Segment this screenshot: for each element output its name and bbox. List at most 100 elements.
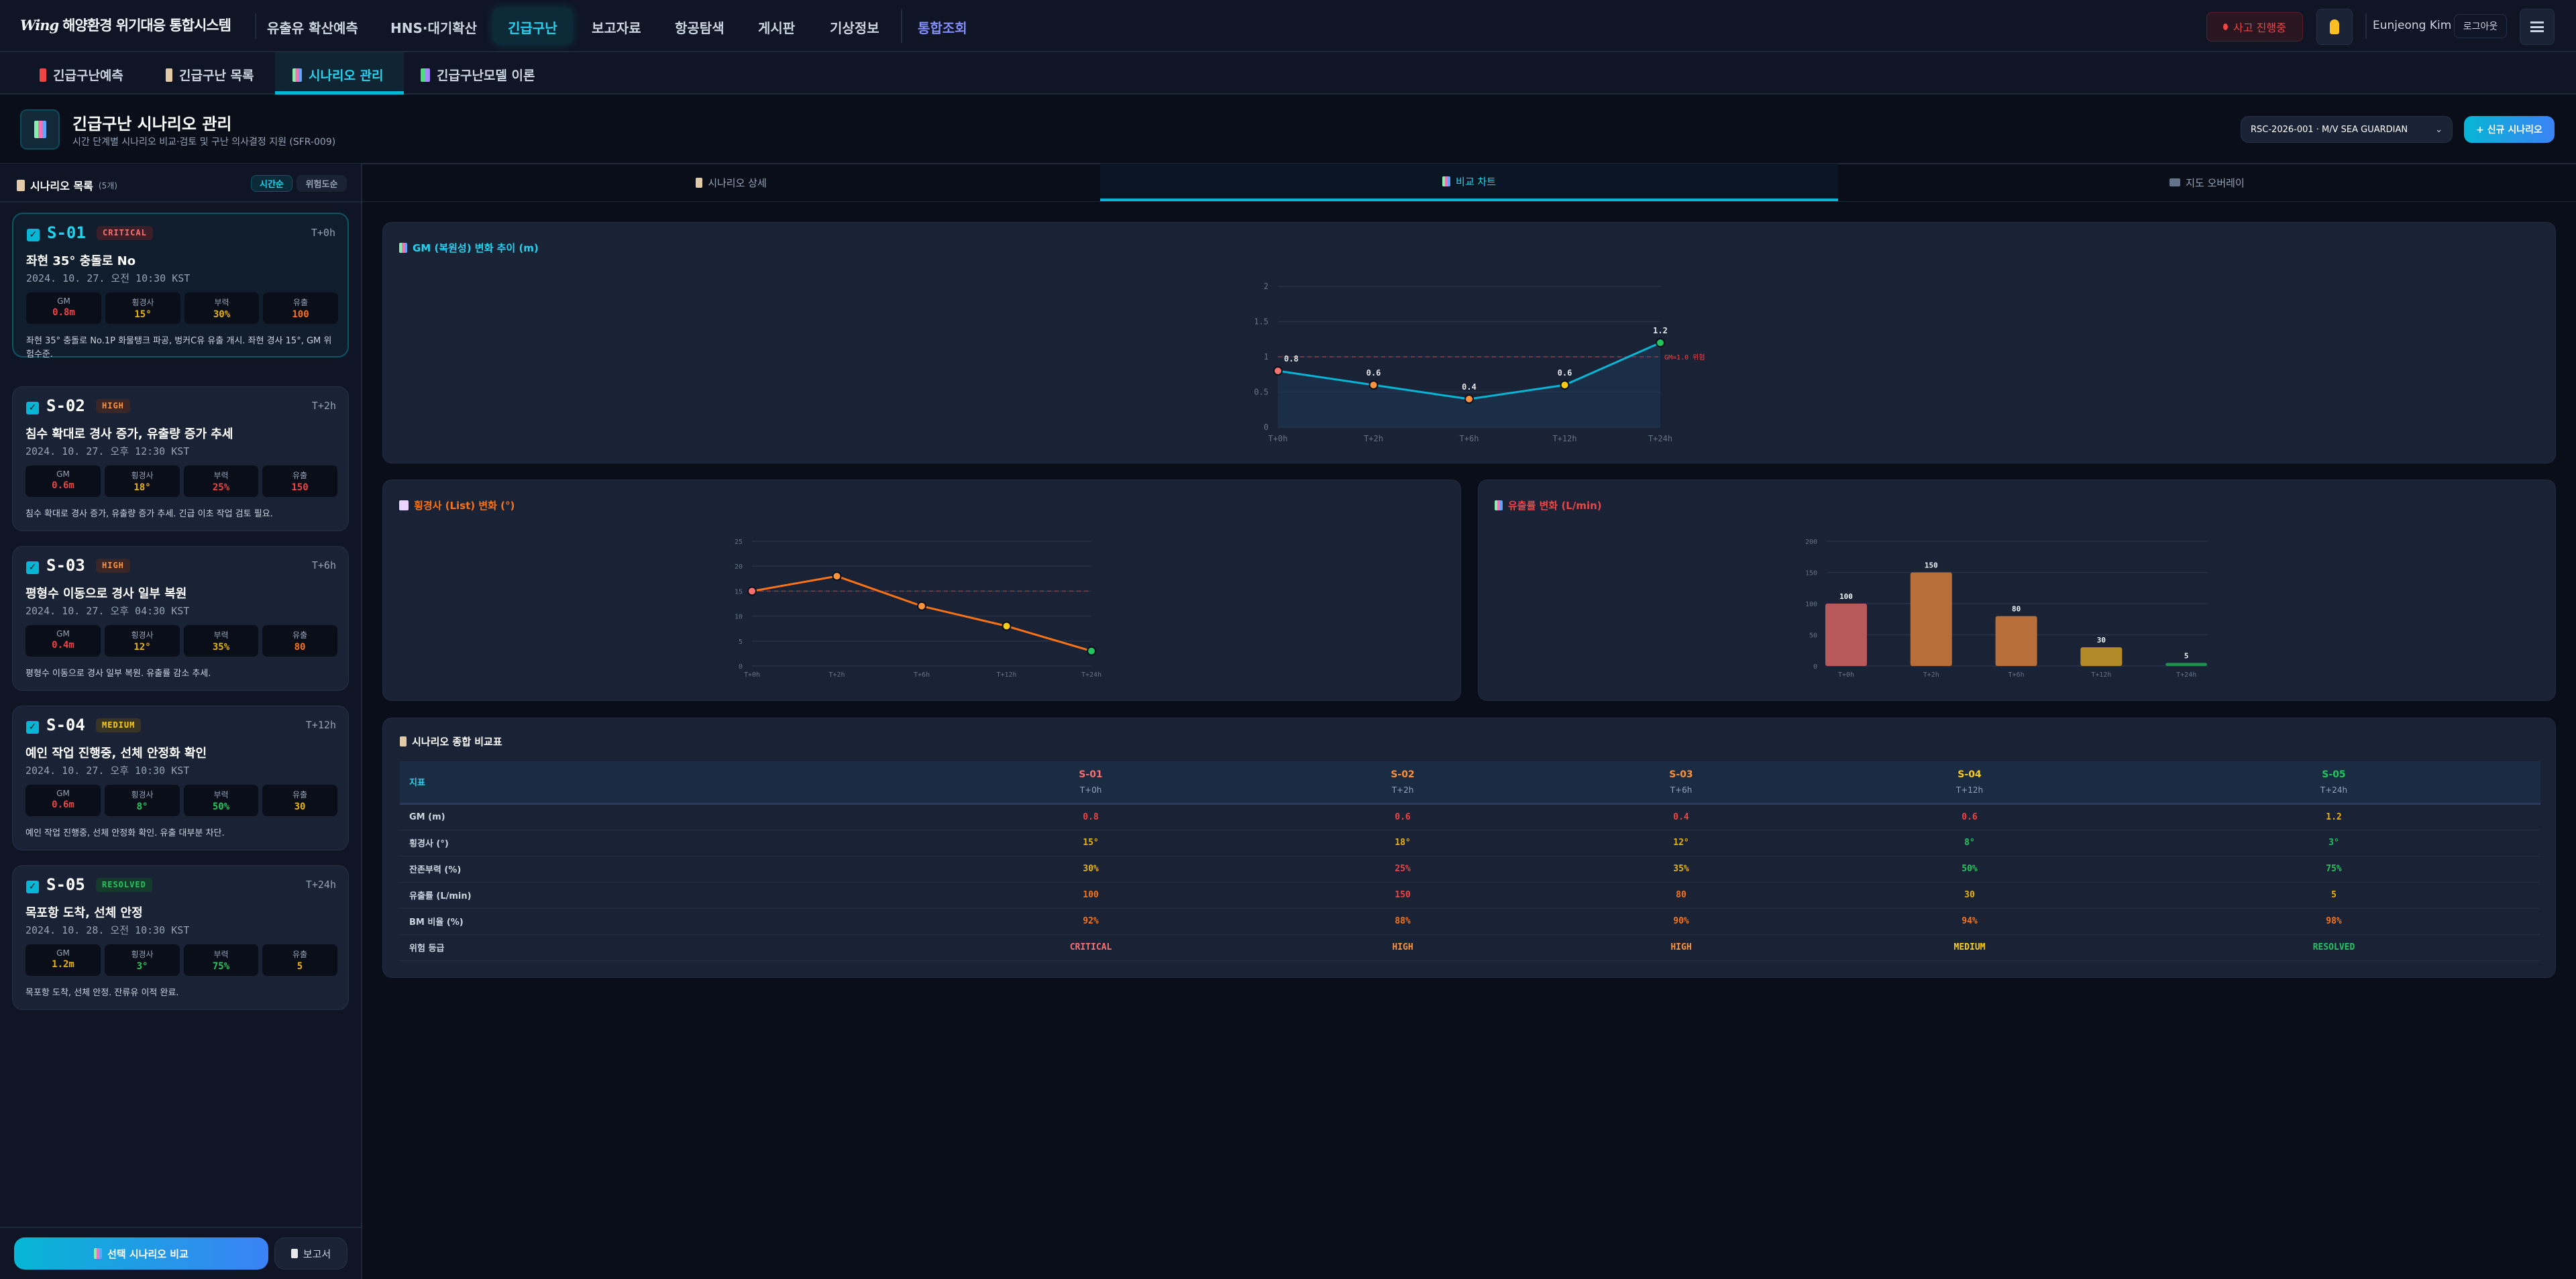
scenario-checkbox[interactable]: ✓ <box>27 229 40 241</box>
compare-selected-button[interactable]: 선택 시나리오 비교 <box>14 1237 268 1270</box>
menu-button[interactable] <box>2520 9 2555 45</box>
compare-button-label: 선택 시나리오 비교 <box>107 1247 189 1260</box>
header-scenario-id: S-04 <box>1957 769 1982 780</box>
nav-oil-spill[interactable]: 유출유 확산예측 <box>267 20 358 36</box>
scenario-card[interactable]: ✓ S-01 CRITICAL T+0h 좌현 35° 충돌로 No 2024. 10. … <box>12 213 349 359</box>
nav-integrated[interactable]: 통합조회 <box>918 20 967 36</box>
table-cell: 90% <box>1550 908 1812 935</box>
table-cell: 98% <box>2127 908 2540 935</box>
scenario-id: S-02 <box>46 396 85 415</box>
metric-value: 5 <box>297 961 303 972</box>
table-cell: 5 <box>2127 882 2540 909</box>
new-scenario-button[interactable]: + 신규 시나리오 <box>2464 116 2555 143</box>
table-cell: 0.6 <box>1255 803 1550 830</box>
table-cell: 100 <box>926 882 1255 909</box>
comparison-table-card: 시나리오 종합 비교표 지표 S-01 T+0h S-02 T+2h S-03 T+6h S-… <box>382 718 2556 978</box>
scenario-date: 2024. 10. 27. 오후 10:30 KST <box>25 765 190 777</box>
nav-aerial[interactable]: 항공탐색 <box>675 20 724 36</box>
table-cell: 88% <box>1255 908 1550 935</box>
app-logo[interactable]: Wing 해양환경 위기대응 통합시스템 <box>20 15 231 35</box>
scenario-date: 2024. 10. 27. 오후 04:30 KST <box>25 605 190 617</box>
clipboard-icon <box>166 68 172 82</box>
incident-select[interactable]: RSC-2026-001 · M/V SEA GUARDIAN ⌄ <box>2241 116 2453 143</box>
leak-chart-title: 유출률 변화 (L/min) <box>1495 498 1602 512</box>
metric-value: 30 <box>294 801 306 812</box>
scenario-card[interactable]: ✓ S-02 HIGH T+2h 침수 확대로 경사 증가, 유출량 증가 추세 2024… <box>12 386 349 531</box>
table-cell: 25% <box>1255 856 1550 883</box>
table-row: 횡경사 (°) 15° 18° 12° 8° 3° <box>400 830 2540 856</box>
chart-icon <box>1495 500 1503 510</box>
risk-badge: MEDIUM <box>96 718 142 732</box>
table-cell: CRITICAL <box>926 934 1255 961</box>
metric-box: 부력 75% <box>184 944 258 976</box>
tab-scenario-detail[interactable]: 시나리오 상세 <box>362 164 1100 201</box>
metric-box: 횡경사 3° <box>105 944 180 976</box>
metric-value: 30% <box>213 309 231 320</box>
subtab-scenario-manage[interactable]: 시나리오 관리 <box>292 66 384 84</box>
scenario-time: T+6h <box>311 559 336 571</box>
scenario-checkbox[interactable]: ✓ <box>26 561 39 574</box>
metric-box: 횡경사 8° <box>105 785 180 816</box>
metric-label: 부력 <box>214 298 229 307</box>
nav-board[interactable]: 게시판 <box>758 20 796 36</box>
sort-by-time-button[interactable]: 시간순 <box>251 175 292 192</box>
risk-badge: HIGH <box>96 559 130 573</box>
subtab-model-theory[interactable]: 긴급구난모델 이론 <box>421 66 535 84</box>
tab-compare-chart[interactable]: 비교 차트 <box>1100 164 1838 201</box>
header-scenario-id: S-03 <box>1669 769 1693 780</box>
comparison-table: 지표 S-01 T+0h S-02 T+2h S-03 T+6h S-04 T+12h S-05 T… <box>400 761 2540 961</box>
metric-value: 80 <box>294 642 306 653</box>
metric-label: 부력 <box>213 471 229 480</box>
header-scenario-time: T+12h <box>1955 785 1984 795</box>
table-header-row: 지표 S-01 T+0h S-02 T+2h S-03 T+6h S-04 T+12h S-05 T… <box>400 761 2540 805</box>
table-cell: 80 <box>1550 882 1812 909</box>
logout-button[interactable]: 로그아웃 <box>2454 14 2507 38</box>
metric-box: 횡경사 18° <box>105 465 180 497</box>
report-button[interactable]: 보고서 <box>274 1237 347 1270</box>
metric-box: GM 0.6m <box>25 465 101 497</box>
sort-by-risk-button[interactable]: 위험도순 <box>297 175 347 192</box>
tab-map-overlay[interactable]: 지도 오버레이 <box>1838 164 2576 201</box>
bell-icon <box>2330 19 2339 34</box>
notifications-button[interactable] <box>2316 9 2353 45</box>
metric-box: 유출 80 <box>262 625 337 657</box>
divider <box>2365 13 2367 39</box>
metric-box: 유출 100 <box>263 292 338 324</box>
header-scenario-time: T+6h <box>1670 785 1693 795</box>
header-metric: 지표 <box>400 761 926 805</box>
scenario-card[interactable]: ✓ S-05 RESOLVED T+24h 목포항 도착, 선체 안정 2024. 10.… <box>12 865 349 1010</box>
scenario-description: 좌현 35° 충돌로 No.1P 화물탱크 파공, 벙커C유 유출 개시. 좌현… <box>26 336 332 359</box>
subtab-rescue-predict[interactable]: 긴급구난예측 <box>40 66 123 84</box>
divider <box>0 1227 361 1228</box>
scenario-checkbox[interactable]: ✓ <box>26 881 39 893</box>
nav-reports[interactable]: 보고자료 <box>592 20 641 36</box>
scenario-count: (5개) <box>98 180 117 190</box>
header-scenario: S-01 T+0h <box>926 761 1255 805</box>
scenario-card[interactable]: ✓ S-04 MEDIUM T+12h 예인 작업 진행중, 선체 안정화 확인 2024… <box>12 706 349 850</box>
metric-value: 8° <box>136 801 148 812</box>
scenario-title: 평형수 이동으로 경사 일부 복원 <box>25 587 187 601</box>
metric-label: 부력 <box>213 950 229 959</box>
header-scenario: S-05 T+24h <box>2127 761 2540 805</box>
chart-icon <box>1442 176 1451 186</box>
scenario-checkbox[interactable]: ✓ <box>26 721 39 734</box>
table-cell: HIGH <box>1255 934 1550 961</box>
table-row: 잔존부력 (%) 30% 25% 35% 50% 75% <box>400 856 2540 883</box>
gm-chart-card: GM (복원성) 변화 추이 (m) <box>382 222 2556 463</box>
subtab-label: 긴급구난모델 이론 <box>437 68 535 83</box>
scenario-card[interactable]: ✓ S-03 HIGH T+6h 평형수 이동으로 경사 일부 복원 2024. 10. … <box>12 546 349 691</box>
nav-weather[interactable]: 기상정보 <box>830 20 879 36</box>
clipboard-icon <box>400 736 407 746</box>
subtab-rescue-list[interactable]: 긴급구난 목록 <box>166 66 254 84</box>
row-label: BM 비율 (%) <box>400 908 926 935</box>
nav-rescue[interactable]: 긴급구난 <box>508 20 557 36</box>
scenario-title: 침수 확대로 경사 증가, 유출량 증가 추세 <box>25 427 233 441</box>
scenario-checkbox[interactable]: ✓ <box>26 402 39 414</box>
nav-hns[interactable]: HNS·대기확산 <box>390 20 478 36</box>
table-cell: 18° <box>1255 830 1550 856</box>
incident-status-badge[interactable]: 사고 진행중 <box>2206 12 2303 42</box>
table-cell: 94% <box>1812 908 2127 935</box>
table-cell: RESOLVED <box>2127 934 2540 961</box>
scenario-title: 예인 작업 진행중, 선체 안정화 확인 <box>25 746 207 761</box>
table-row: BM 비율 (%) 92% 88% 90% 94% 98% <box>400 908 2540 935</box>
